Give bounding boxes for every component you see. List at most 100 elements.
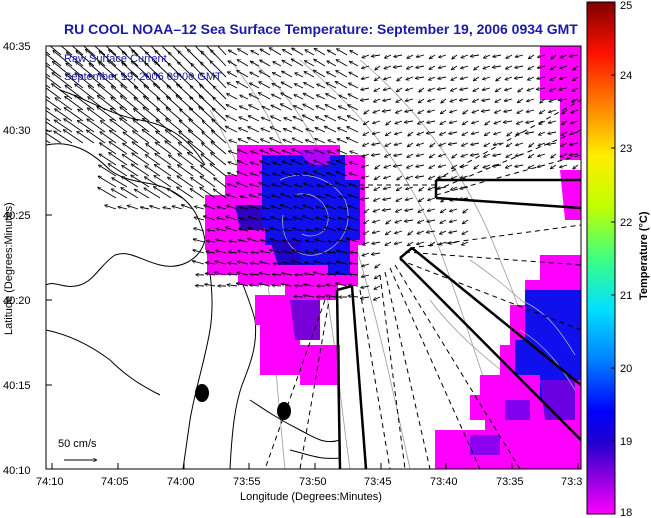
current-vector xyxy=(360,297,370,299)
current-vector xyxy=(168,155,183,166)
current-vector xyxy=(145,166,161,177)
current-vector xyxy=(283,128,293,133)
current-vector xyxy=(461,241,469,246)
colorbar-tick-label: 21 xyxy=(620,290,632,302)
current-vector xyxy=(325,194,337,199)
current-vector xyxy=(492,55,502,57)
current-vector xyxy=(474,164,480,169)
current-vector xyxy=(238,240,249,243)
current-vector xyxy=(293,116,304,122)
current-vector xyxy=(212,119,227,133)
current-vector xyxy=(459,88,469,90)
current-vector xyxy=(284,219,293,220)
current-vector xyxy=(108,163,128,177)
current-vector xyxy=(98,164,117,177)
current-vector xyxy=(250,173,260,177)
x-tick-label: 74:00 xyxy=(167,476,195,488)
current-vector xyxy=(271,195,282,199)
current-vector xyxy=(140,207,150,209)
current-vector xyxy=(361,164,370,168)
current-vector xyxy=(415,176,425,178)
current-vector xyxy=(260,150,271,155)
current-vector xyxy=(237,261,249,265)
current-vector xyxy=(451,175,458,180)
current-vector xyxy=(247,238,260,243)
current-vector xyxy=(259,161,271,166)
current-vector xyxy=(427,110,436,112)
current-vector xyxy=(210,61,227,78)
current-vector xyxy=(236,80,249,89)
current-vector xyxy=(108,152,128,166)
current-vector xyxy=(131,153,150,166)
current-vector xyxy=(418,208,425,213)
current-vector xyxy=(560,54,568,58)
current-vector xyxy=(482,88,491,90)
current-vector xyxy=(187,152,205,166)
radar-station-marker xyxy=(195,384,209,402)
current-vector xyxy=(573,65,579,70)
current-vector xyxy=(350,49,359,56)
current-vector xyxy=(46,73,51,78)
current-vector xyxy=(291,149,304,155)
current-vector xyxy=(439,142,447,146)
current-vector xyxy=(64,107,84,122)
current-vector xyxy=(537,165,546,167)
current-vector xyxy=(406,164,414,169)
current-vector xyxy=(273,162,282,166)
current-vector xyxy=(560,142,568,147)
current-vector xyxy=(384,153,392,158)
current-vector xyxy=(349,71,359,78)
current-vector xyxy=(214,261,227,265)
current-vector xyxy=(305,252,315,253)
current-vector xyxy=(83,46,95,56)
current-vector xyxy=(440,109,447,115)
current-vector xyxy=(440,208,447,214)
current-vector xyxy=(394,230,403,234)
current-vector xyxy=(418,109,425,114)
current-vector xyxy=(121,73,139,89)
current-vector xyxy=(305,241,315,242)
current-vector xyxy=(374,87,381,92)
current-vector xyxy=(97,186,117,199)
current-vector xyxy=(177,165,194,177)
current-legend-time: September 19, 2006 09:00 GMT xyxy=(64,71,222,83)
current-vector xyxy=(360,198,370,200)
current-vector xyxy=(385,241,392,246)
current-vector xyxy=(406,65,414,70)
current-vector xyxy=(213,178,227,188)
current-vector xyxy=(408,131,414,136)
current-vector xyxy=(336,251,348,254)
current-vector xyxy=(393,55,403,57)
current-vector xyxy=(428,186,436,190)
current-vector xyxy=(471,132,480,134)
current-vector xyxy=(328,241,337,242)
current-vector xyxy=(316,106,326,111)
current-vector xyxy=(226,103,238,111)
current-vector xyxy=(315,117,326,122)
current-vector xyxy=(111,177,128,188)
current-vector xyxy=(364,208,370,213)
current-vector xyxy=(294,94,304,100)
current-vector xyxy=(313,69,326,78)
current-vector xyxy=(305,49,315,56)
current-vector xyxy=(272,71,282,78)
current-legend-label: Raw Surface Current xyxy=(64,53,167,65)
current-vector xyxy=(122,51,139,67)
current-vector xyxy=(470,154,480,156)
current-vector xyxy=(525,132,535,134)
current-vector xyxy=(570,132,579,134)
current-vector xyxy=(504,99,513,101)
current-vector xyxy=(504,87,513,91)
current-vector xyxy=(193,228,205,232)
current-vector xyxy=(55,98,73,111)
current-vector xyxy=(205,273,216,275)
current-vector xyxy=(239,207,249,209)
current-vector xyxy=(337,240,348,243)
current-vector xyxy=(63,118,84,133)
current-vector xyxy=(250,274,260,275)
current-vector xyxy=(154,175,172,188)
current-vector xyxy=(406,76,414,80)
current-vector xyxy=(336,59,348,67)
current-vector xyxy=(336,261,348,265)
current-vector xyxy=(363,230,370,235)
